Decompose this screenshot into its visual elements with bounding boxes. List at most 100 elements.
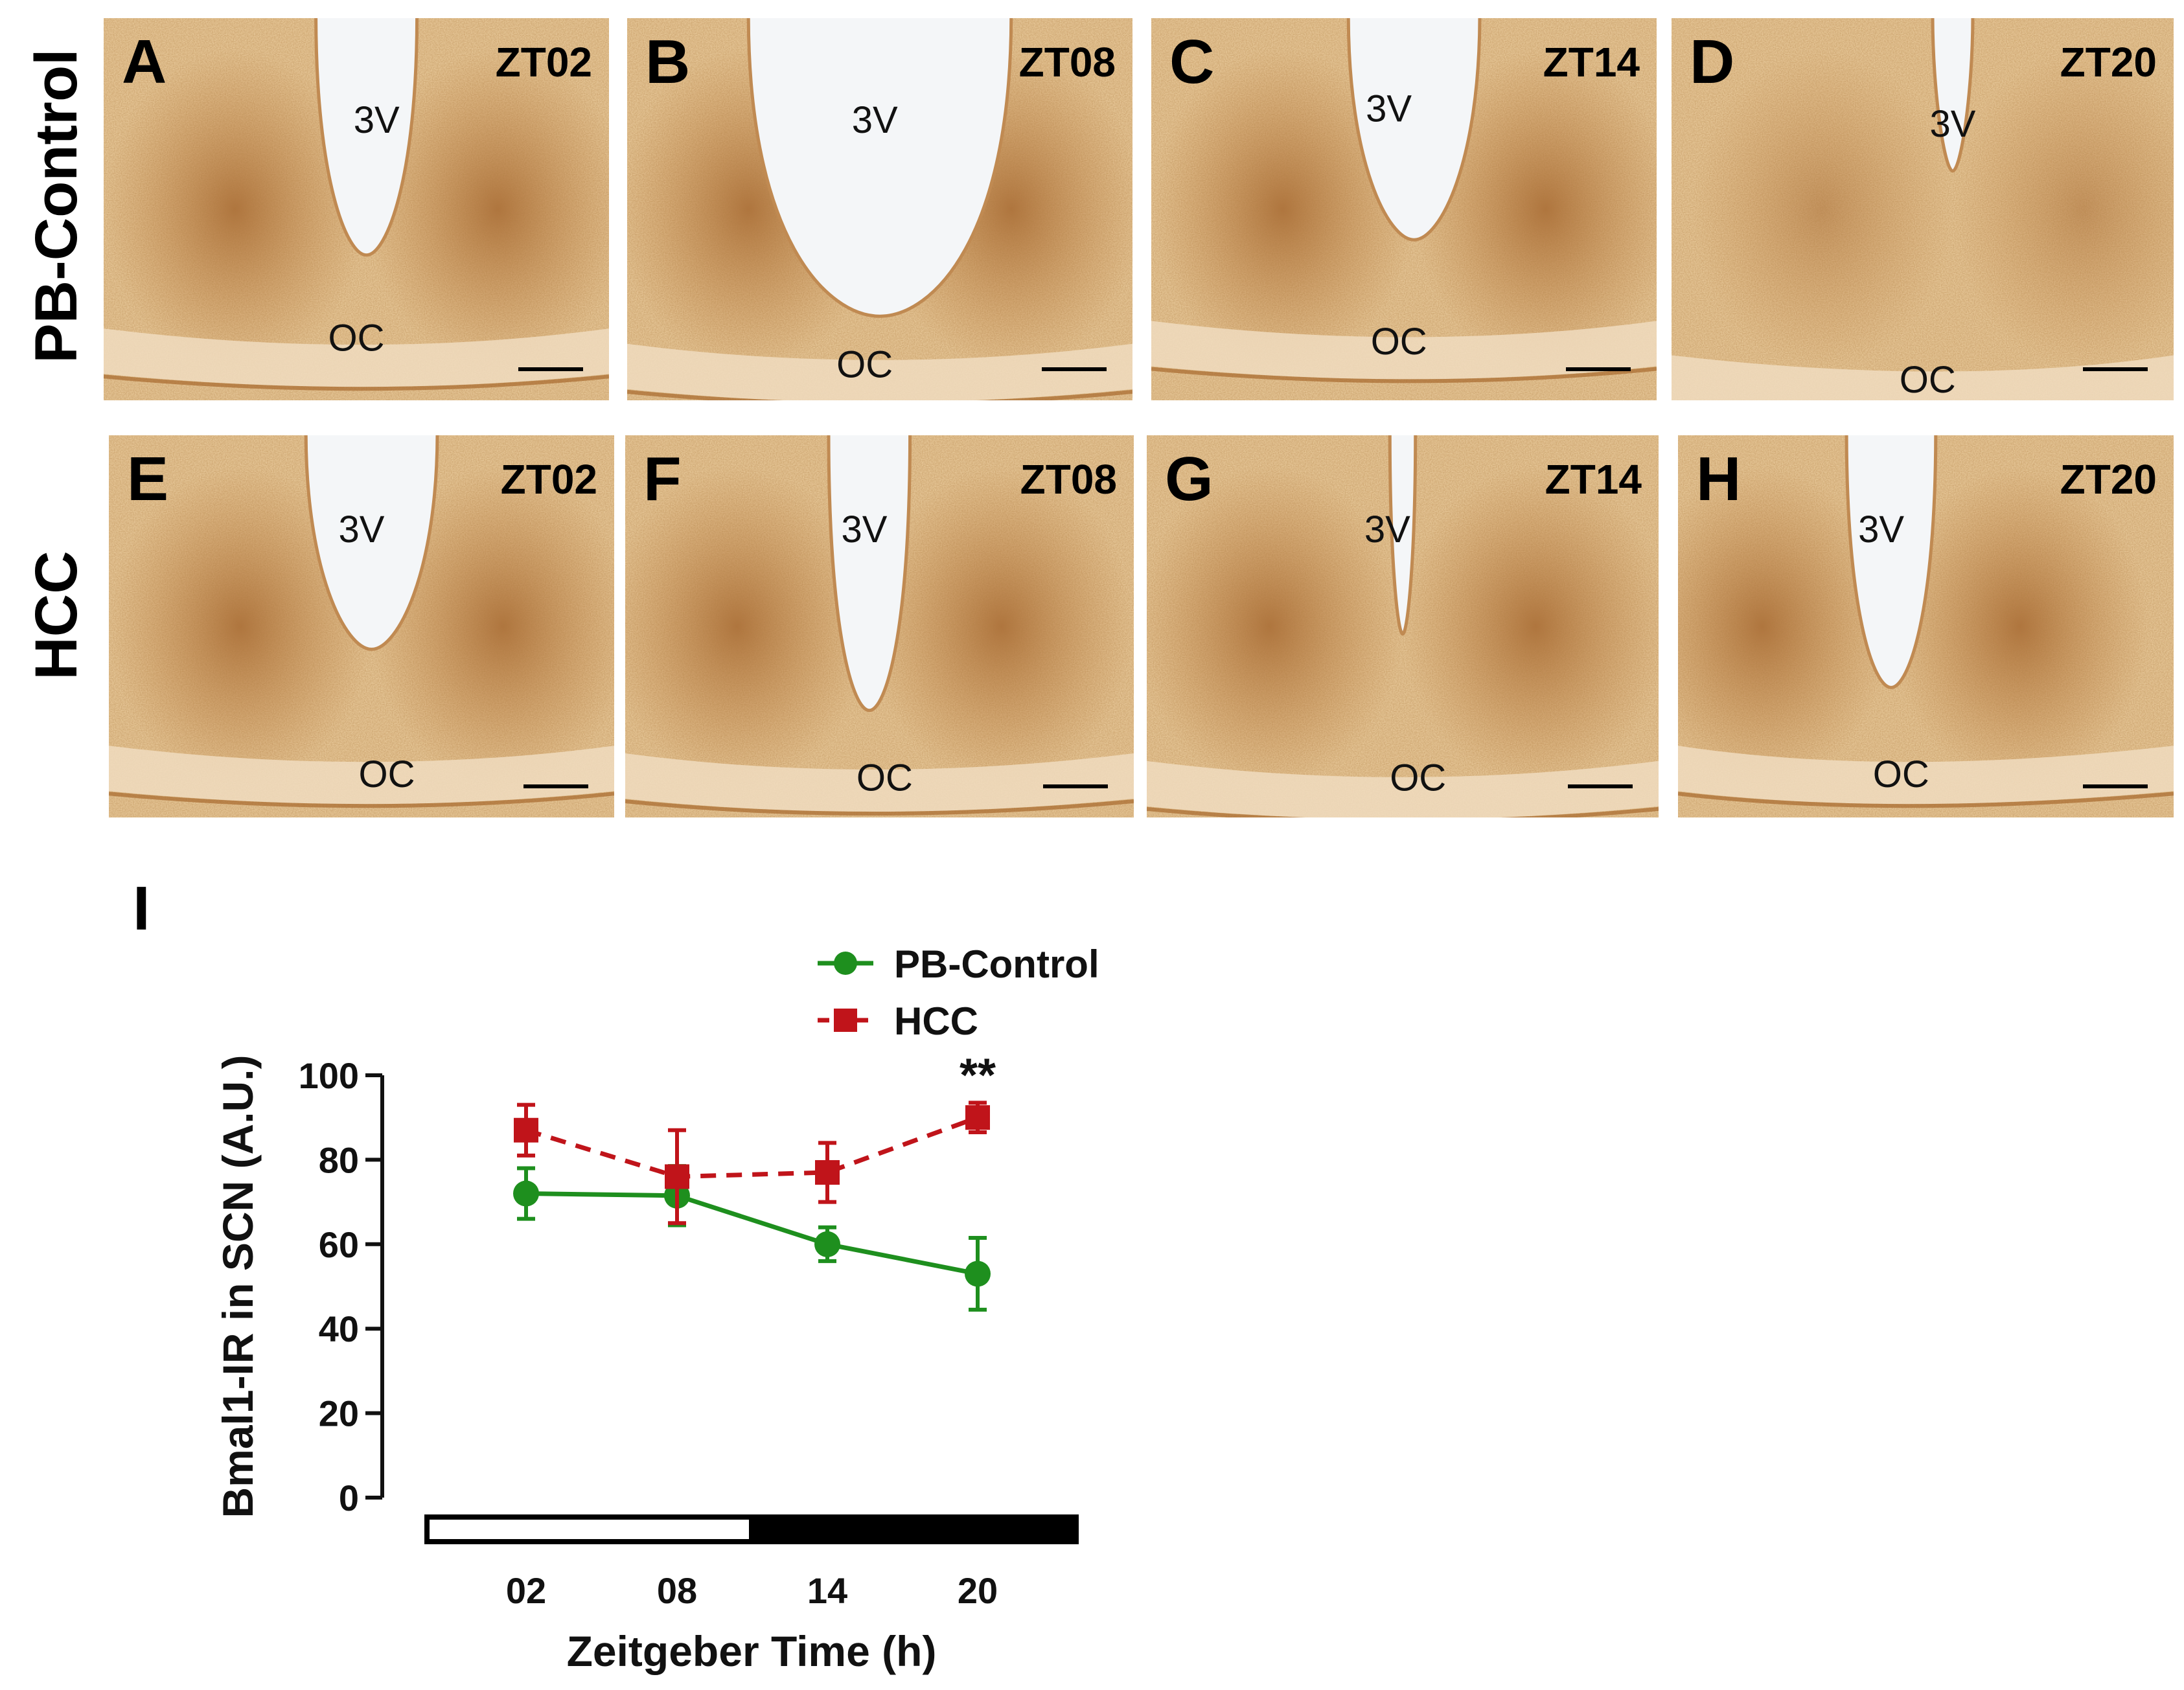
series-line: [525, 1115, 979, 1179]
zt-label: ZT02: [496, 39, 592, 86]
panel-letter: H: [1696, 444, 1741, 514]
zt-label: ZT14: [1543, 39, 1640, 86]
optic-chiasm: [109, 746, 614, 805]
data-point: [665, 1164, 689, 1189]
chiasm-label: OC: [836, 344, 893, 386]
chart-legend: PB-Control HCC: [818, 942, 1099, 1043]
data-point: [965, 1105, 990, 1130]
y-tick-label: 20: [319, 1393, 359, 1434]
micrograph-grid: A ZT02 3V OC B ZT08 3V OC C ZT14 3V OC D ZT20 3V OC E ZT0…: [104, 18, 2174, 817]
third-ventricle: [827, 435, 912, 713]
ventricle-label: 3V: [841, 508, 887, 551]
panel-letter: B: [645, 27, 690, 97]
chiasm-label: OC: [1900, 359, 1956, 401]
micrograph-panel-d: D ZT20 3V OC: [1672, 18, 2174, 401]
ventricle-label: 3V: [354, 99, 400, 141]
y-tick-label: 40: [319, 1308, 359, 1349]
optic-chiasm: [1672, 355, 2174, 400]
optic-chiasm: [1147, 760, 1659, 817]
y-axis-title: Bmal1-IR in SCN (A.U.): [214, 1055, 262, 1518]
data-point: [513, 1180, 539, 1207]
chart-panel-letter: I: [133, 874, 150, 943]
row-label-pb-control: PB-Control: [23, 49, 89, 363]
chiasm-label: OC: [328, 317, 385, 359]
data-point: [965, 1261, 991, 1287]
ventricle-label: 3V: [1858, 508, 1904, 551]
zt-label: ZT20: [2060, 456, 2157, 503]
third-ventricle: [304, 435, 439, 651]
ventricle-label: 3V: [1366, 87, 1412, 130]
panel-letter: A: [122, 27, 167, 97]
zt-label: ZT02: [501, 456, 597, 503]
zt-label: ZT08: [1020, 456, 1117, 503]
micrograph-panel-b: B ZT08 3V OC: [627, 18, 1132, 400]
y-tick-label: 80: [319, 1139, 359, 1180]
light-dark-bar: [424, 1514, 1079, 1544]
significance-annotation: **: [960, 1049, 996, 1101]
third-ventricle: [314, 18, 419, 257]
legend-marker: [834, 952, 857, 975]
chiasm-label: OC: [1390, 757, 1446, 799]
series-layer: [513, 1101, 991, 1312]
tissue-texture: [1672, 18, 2174, 400]
micrograph-panel-h: H ZT20 3V OC: [1678, 435, 2174, 817]
dark-phase: [752, 1514, 1079, 1544]
x-axis-title: Zeitgeber Time (h): [567, 1627, 937, 1675]
legend-label: HCC: [894, 999, 978, 1043]
chiasm-label: OC: [359, 753, 415, 795]
panel-letter: G: [1165, 444, 1213, 514]
legend-label: PB-Control: [894, 942, 1099, 986]
x-tick-label: 14: [807, 1570, 847, 1611]
optic-chiasm: [104, 328, 609, 387]
chiasm-label: OC: [1371, 321, 1427, 363]
micrograph-panel-c: C ZT14 3V OC: [1151, 18, 1657, 400]
x-tick-label: 08: [657, 1570, 697, 1611]
ventricle-label: 3V: [1364, 508, 1410, 551]
panel-letter: C: [1169, 27, 1214, 97]
optic-chiasm: [625, 753, 1134, 812]
micrograph-panel-g: G ZT14 3V OC: [1147, 435, 1659, 817]
y-tick-label: 100: [299, 1055, 359, 1096]
x-axis: 02 08 14 20: [506, 1570, 998, 1611]
data-point: [815, 1159, 840, 1185]
ventricle-label: 3V: [339, 508, 385, 551]
zt-label: ZT14: [1545, 456, 1642, 503]
legend-item: HCC: [818, 999, 978, 1043]
ventricle-label: 3V: [852, 99, 898, 141]
third-ventricle: [746, 18, 1013, 318]
panel-letter: D: [1690, 27, 1734, 97]
optic-chiasm: [1678, 746, 2174, 805]
y-axis: 0 20 40 60 80 100: [299, 1055, 382, 1518]
ventricle-label: 3V: [1930, 103, 1976, 145]
x-tick-label: 02: [506, 1570, 546, 1611]
panel-letter: F: [643, 444, 682, 514]
third-ventricle: [1346, 18, 1482, 242]
optic-chiasm: [1151, 321, 1657, 380]
micrograph-panel-e: E ZT02 3V OC: [109, 435, 614, 817]
light-phase: [424, 1514, 754, 1544]
chiasm-label: OC: [1873, 753, 1929, 795]
x-tick-label: 20: [958, 1570, 998, 1611]
y-tick-label: 0: [339, 1478, 359, 1518]
panel-letter: E: [127, 444, 168, 514]
third-ventricle: [1388, 435, 1418, 636]
y-tick-label: 60: [319, 1224, 359, 1265]
zt-label: ZT08: [1019, 39, 1116, 86]
micrograph-panel-f: F ZT08 3V OC: [625, 435, 1134, 817]
optic-chiasm: [627, 343, 1132, 400]
data-point: [814, 1231, 840, 1257]
data-point: [514, 1117, 538, 1143]
chiasm-label: OC: [856, 757, 913, 799]
micrograph-panel-a: A ZT02 3V OC: [104, 18, 609, 400]
series-pb-control: [513, 1164, 991, 1312]
row-label-hcc: HCC: [23, 551, 89, 679]
legend-item: PB-Control: [818, 942, 1099, 986]
zt-label: ZT20: [2060, 39, 2157, 86]
series-hcc: [514, 1101, 990, 1226]
third-ventricle: [1845, 435, 1938, 689]
series-line: [525, 1191, 978, 1276]
legend-marker: [834, 1009, 857, 1032]
third-ventricle: [1931, 18, 1975, 173]
